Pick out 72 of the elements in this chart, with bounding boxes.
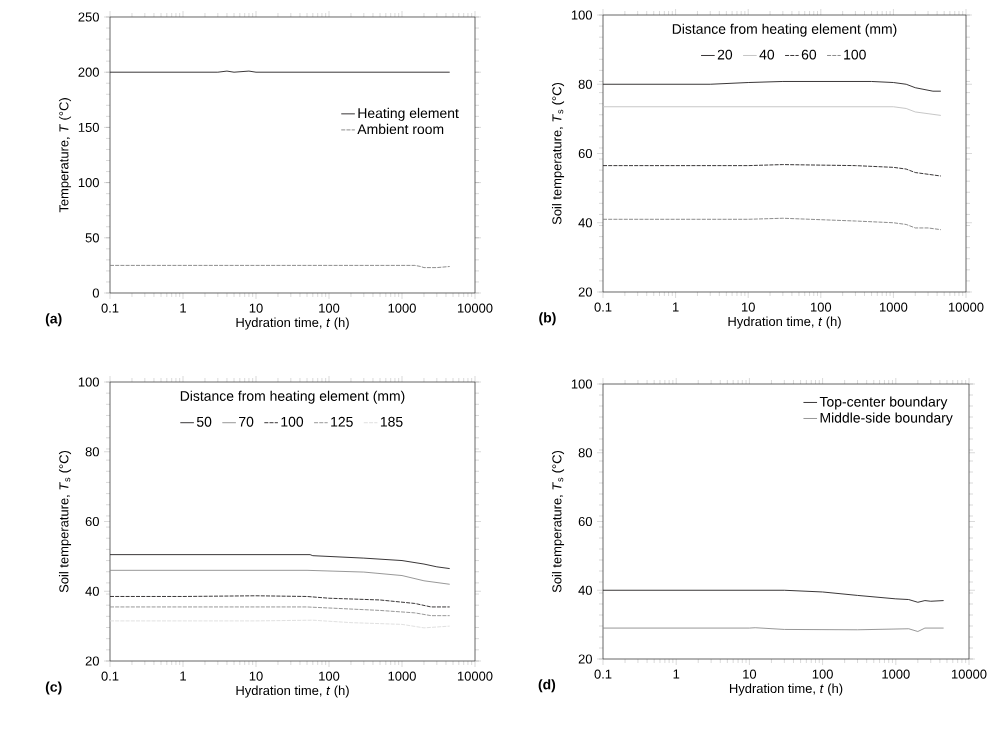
y-tick-label: 80	[578, 448, 592, 458]
x-tick-label: 10	[249, 671, 263, 681]
x-tick-label: 1000	[879, 302, 908, 312]
y-tick-label: 250	[78, 12, 99, 22]
x-tick-label: 10000	[948, 302, 984, 312]
legend-label: 100	[844, 49, 866, 60]
y-tick-label: 80	[85, 447, 99, 457]
y-tick-label: 100	[78, 178, 99, 188]
y-tick-label: 60	[578, 516, 592, 527]
y-axis-title: Soil temperature, T$_{s}$ (°C)	[58, 450, 72, 593]
text: (c)	[45, 681, 62, 695]
x-tick-label: 1	[672, 302, 679, 312]
x-tick-label: 10	[249, 303, 263, 313]
legend-label: Ambient room	[357, 123, 444, 135]
legend-label: 50	[196, 416, 212, 427]
x-axis-title: Hydration time, t (h)	[729, 683, 843, 696]
y-tick-label: 0	[92, 288, 99, 298]
legend-label: 60	[801, 49, 817, 60]
legend-label: 70	[239, 416, 254, 427]
x-tick-label: 1000	[388, 303, 416, 313]
y-tick-label: 80	[578, 79, 593, 89]
legend-label: 125	[331, 416, 353, 427]
x-tick-label: 0.1	[594, 302, 612, 312]
y-tick-label: 100	[571, 10, 593, 20]
x-axis-title: Hydration time, t (h)	[728, 316, 841, 329]
y-tick-label: 60	[578, 148, 593, 159]
text: (a)	[45, 313, 62, 327]
y-tick-label: 40	[578, 218, 593, 228]
x-tick-label: 1000	[882, 669, 910, 679]
legend-title: Distance from heating element (mm)	[180, 390, 405, 404]
x-tick-label: 1	[180, 303, 186, 313]
y-tick-label: 60	[85, 516, 99, 527]
legend-title: Distance from heating element (mm)	[672, 23, 897, 37]
y-tick-label: 20	[85, 656, 99, 666]
legend-label: 40	[759, 49, 775, 60]
y-tick-label: 20	[578, 287, 593, 297]
legend-label: 100	[281, 416, 304, 427]
legend-label: 185	[380, 416, 403, 427]
x-tick-label: 1	[180, 671, 186, 681]
text: (b)	[539, 312, 556, 326]
y-axis-title: Temperature, T (°C)	[58, 98, 72, 213]
y-tick-label: 40	[85, 586, 99, 596]
x-tick-label: 10000	[457, 671, 493, 681]
x-tick-label: 0.1	[594, 669, 612, 679]
x-tick-label: 100	[319, 671, 340, 681]
x-tick-label: 0.1	[101, 303, 119, 313]
legend-label: Heating element	[358, 107, 459, 121]
text: (d)	[538, 679, 556, 693]
x-tick-label: 10000	[457, 303, 493, 313]
x-tick-label: 1	[673, 669, 680, 679]
y-tick-label: 100	[78, 377, 99, 387]
y-tick-label: 100	[571, 379, 592, 389]
x-tick-label: 0.1	[101, 671, 119, 681]
x-tick-label: 10	[743, 669, 757, 679]
x-tick-label: 100	[812, 669, 833, 679]
x-tick-label: 10000	[951, 669, 987, 679]
legend-label: Top-center boundary	[819, 396, 948, 410]
y-tick-label: 20	[578, 654, 592, 664]
legend-label: Middle-side boundary	[820, 412, 953, 426]
y-axis-title: Soil temperature, T$_{s}$ (°C)	[551, 82, 565, 225]
y-tick-label: 150	[78, 122, 99, 132]
legend-label: 20	[717, 49, 733, 60]
x-tick-label: 10	[741, 302, 755, 312]
x-tick-label: 1000	[388, 671, 416, 681]
x-tick-label: 100	[319, 303, 340, 313]
x-axis-title: Hydration time, t (h)	[236, 685, 349, 698]
x-tick-label: 100	[810, 302, 832, 312]
y-tick-label: 200	[78, 67, 99, 77]
x-axis-title: Hydration time, t (h)	[236, 317, 349, 330]
y-tick-label: 40	[578, 585, 592, 595]
y-tick-label: 50	[85, 233, 99, 243]
y-axis-title: Soil temperature, T$_{s}$ (°C)	[551, 450, 565, 593]
